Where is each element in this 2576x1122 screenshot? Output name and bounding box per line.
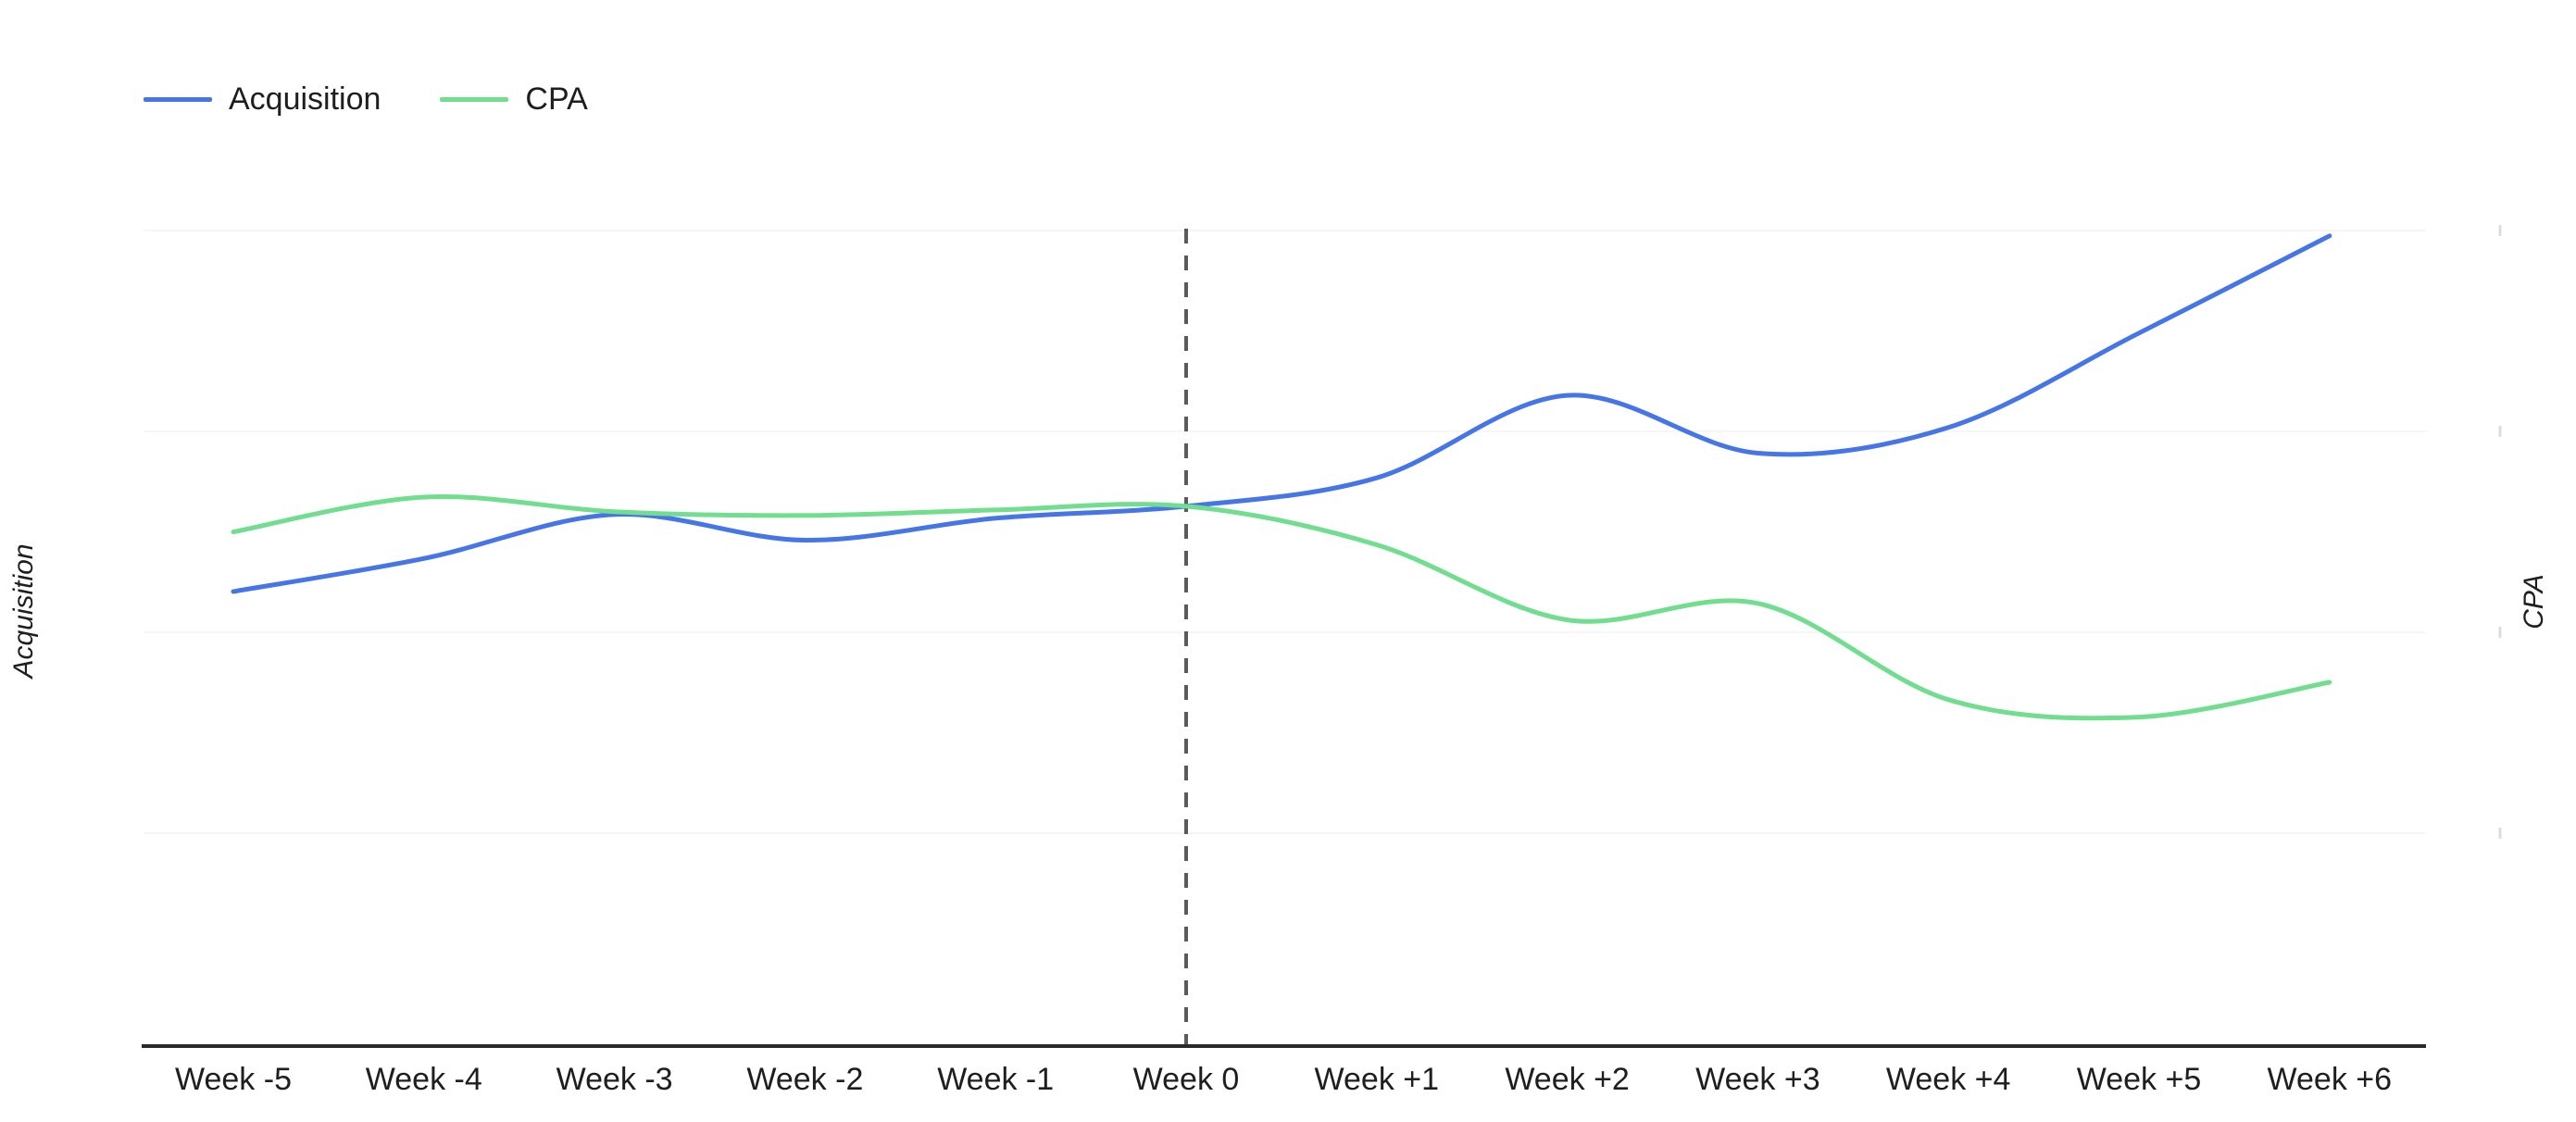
x-axis-label: Week -2 <box>746 1062 864 1097</box>
x-axis-label: Week -4 <box>365 1062 482 1097</box>
legend-label-cpa: CPA <box>525 81 588 117</box>
x-axis-label: Week 0 <box>1132 1062 1240 1097</box>
y-axis-title-left: Acquisition <box>8 543 39 679</box>
legend: Acquisition CPA <box>144 83 588 115</box>
x-axis-label: Week +2 <box>1505 1062 1630 1097</box>
legend-label-acquisition: Acquisition <box>229 81 381 117</box>
gridlines <box>144 230 2426 834</box>
acquisition-swatch-icon <box>144 96 212 102</box>
x-axis-label: Week -3 <box>556 1062 673 1097</box>
acquisition-line[interactable] <box>231 233 2332 594</box>
y-axis-title-right: CPA <box>2519 574 2549 630</box>
x-axis-label: Week +3 <box>1695 1062 1820 1097</box>
legend-item-cpa[interactable]: CPA <box>440 81 588 117</box>
cpa-line[interactable] <box>231 494 2332 721</box>
x-axis-label: Week -1 <box>937 1062 1055 1097</box>
cpa-swatch-icon <box>440 96 509 102</box>
x-axis-label: Week -5 <box>175 1062 292 1097</box>
x-axis-label: Week +5 <box>2076 1062 2202 1097</box>
x-axis-label: Week +4 <box>1885 1062 2011 1097</box>
x-axis-label: Week +1 <box>1314 1062 1440 1097</box>
x-axis-label: Week +6 <box>2267 1062 2393 1097</box>
legend-item-acquisition[interactable]: Acquisition <box>144 83 381 115</box>
